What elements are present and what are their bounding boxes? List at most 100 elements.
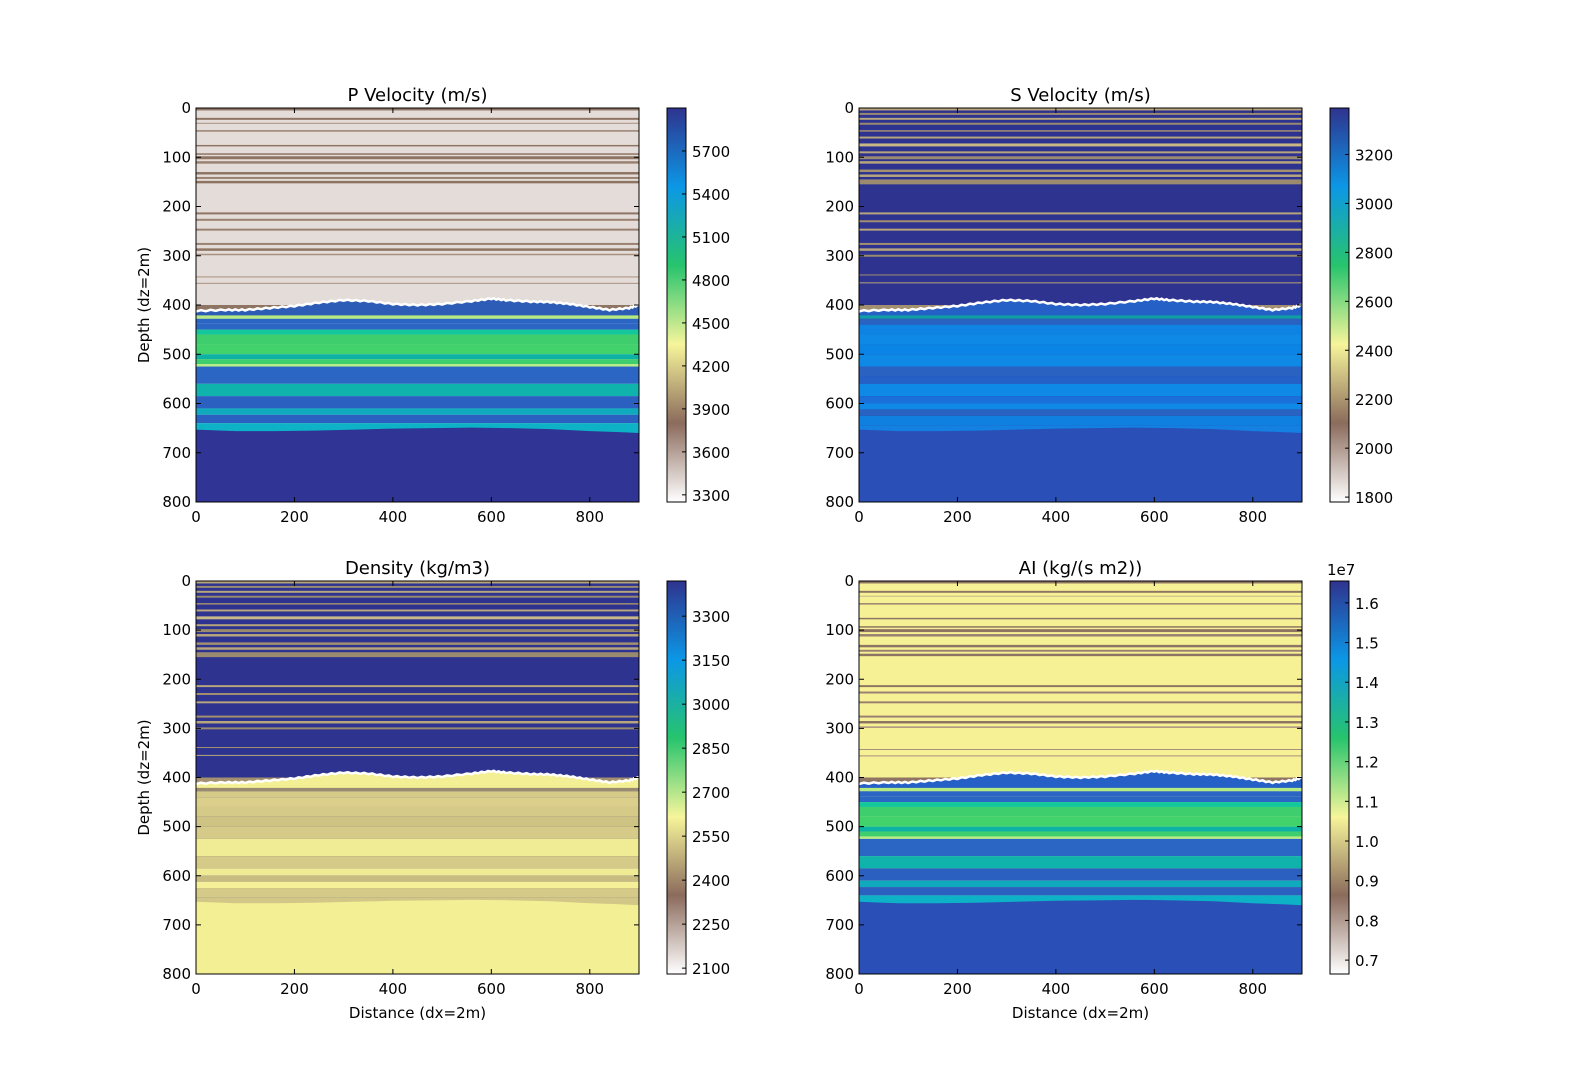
upper-layer-band <box>859 117 1302 120</box>
lower-layer-band <box>859 802 1302 807</box>
lower-layer-band <box>859 376 1302 384</box>
upper-layer-band <box>859 726 1302 728</box>
upper-layer-band <box>196 624 639 627</box>
upper-layer-band <box>859 755 1302 757</box>
lower-layer-band <box>196 344 639 355</box>
lower-layer-band <box>859 826 1302 832</box>
colorbar-tick-label: 3300 <box>692 608 730 626</box>
lower-layer-band <box>859 354 1302 367</box>
x-tick-label: 400 <box>379 980 408 998</box>
upper-layer-band <box>859 603 1302 605</box>
y-tick-label: 800 <box>825 965 854 983</box>
upper-layer-band <box>196 228 639 231</box>
upper-layer-band <box>859 590 1302 593</box>
seafloor-body <box>859 771 1302 788</box>
lower-layer-band <box>859 409 1302 416</box>
colorbar <box>1329 107 1350 503</box>
lower-layer-band <box>859 880 1302 888</box>
seafloor-body <box>859 298 1302 316</box>
upper-layer-band <box>196 153 639 155</box>
y-tick-label: 300 <box>825 247 854 265</box>
panel-0: P Velocity (m/s) 0 100 200 300 400 500 600 700 80… <box>135 85 730 526</box>
x-tick-label: 800 <box>1238 508 1267 526</box>
lower-layer-band <box>196 383 639 397</box>
colorbar-tick-label: 3900 <box>692 401 730 419</box>
colorbar-tick-label: 2600 <box>1355 293 1393 311</box>
colorbar-tick-label: 1.5 <box>1355 635 1379 653</box>
upper-layer-band <box>196 685 639 688</box>
upper-layer-band <box>196 715 639 718</box>
upper-layer-band <box>859 653 1302 657</box>
basement-body <box>859 427 1302 502</box>
x-tick-label: 400 <box>379 508 408 526</box>
lower-layer-band <box>196 414 639 424</box>
y-tick-label: 100 <box>825 148 854 166</box>
lower-layer-band <box>196 838 639 857</box>
y-tick-label: 600 <box>825 867 854 885</box>
y-tick-label: 400 <box>825 296 854 314</box>
upper-layer-band <box>859 581 1302 584</box>
chart-title: P Velocity (m/s) <box>348 85 488 106</box>
colorbar-tick-label: 2400 <box>1355 342 1393 360</box>
lower-layer-band <box>196 323 639 330</box>
upper-layer-band <box>196 180 639 184</box>
upper-layer-band <box>196 595 639 598</box>
colorbar-tick-label: 4200 <box>692 358 730 376</box>
y-tick-label: 200 <box>825 198 854 216</box>
upper-layer-band <box>859 179 1302 185</box>
lower-layer-band <box>859 887 1302 896</box>
lower-layer-band <box>859 838 1302 857</box>
colorbar-tick-label: 3200 <box>1355 146 1393 164</box>
colorbar <box>1329 580 1350 975</box>
upper-layer-band <box>859 749 1302 751</box>
lower-layer-band <box>196 888 639 898</box>
colorbar-tick-label: 3150 <box>692 652 730 670</box>
upper-layer-band <box>859 151 1302 154</box>
y-tick-label: 200 <box>825 670 854 688</box>
lower-layer-band <box>196 318 639 324</box>
panel-3: AI (kg/(s m2))01002003004005006007008000… <box>825 558 1379 1022</box>
colorbar-tick-label: 1.2 <box>1355 754 1379 772</box>
lower-layer-band <box>196 314 639 319</box>
lower-layer-band <box>859 403 1302 410</box>
upper-layer-band <box>196 253 639 256</box>
upper-layer-band <box>859 282 1302 284</box>
y-tick-label: 0 <box>844 572 854 590</box>
lower-layer-band <box>196 329 639 335</box>
lower-layer-band <box>859 324 1302 335</box>
upper-layer-band <box>859 691 1302 694</box>
y-tick-label: 800 <box>825 493 854 511</box>
lower-layer-band <box>196 806 639 817</box>
lower-layer-band <box>196 396 639 409</box>
upper-layer-band <box>196 117 639 120</box>
y-tick-label: 0 <box>844 99 854 117</box>
upper-layer-band <box>859 156 1302 160</box>
x-tick-label: 0 <box>854 508 864 526</box>
y-axis-label: Depth (dz=2m) <box>135 719 153 835</box>
colorbar-tick-label: 3300 <box>692 487 730 505</box>
seafloor-body <box>196 771 639 788</box>
upper-layer-band <box>196 144 639 147</box>
upper-layer-band <box>196 581 639 584</box>
y-tick-label: 800 <box>162 493 191 511</box>
y-tick-label: 300 <box>162 247 191 265</box>
upper-layer-band <box>196 727 639 730</box>
colorbar-offset-label: 1e7 <box>1327 561 1355 579</box>
upper-layer-band <box>859 136 1302 139</box>
upper-layer-band <box>196 647 639 650</box>
basement-body <box>196 427 639 502</box>
upper-layer-band <box>196 585 639 588</box>
colorbar-tick-label: 0.9 <box>1355 873 1379 891</box>
lower-layer-band <box>196 791 639 798</box>
upper-layer-band <box>859 629 1302 633</box>
colorbar-tick-label: 2250 <box>692 916 730 934</box>
y-tick-label: 100 <box>162 621 191 639</box>
y-tick-label: 700 <box>825 444 854 462</box>
upper-layer-band <box>196 212 639 215</box>
upper-layer-band <box>859 108 1302 111</box>
colorbar-tick-label: 5400 <box>692 186 730 204</box>
upper-layer-band <box>196 176 639 179</box>
lower-layer-band <box>859 856 1302 869</box>
seafloor-line <box>196 296 639 313</box>
